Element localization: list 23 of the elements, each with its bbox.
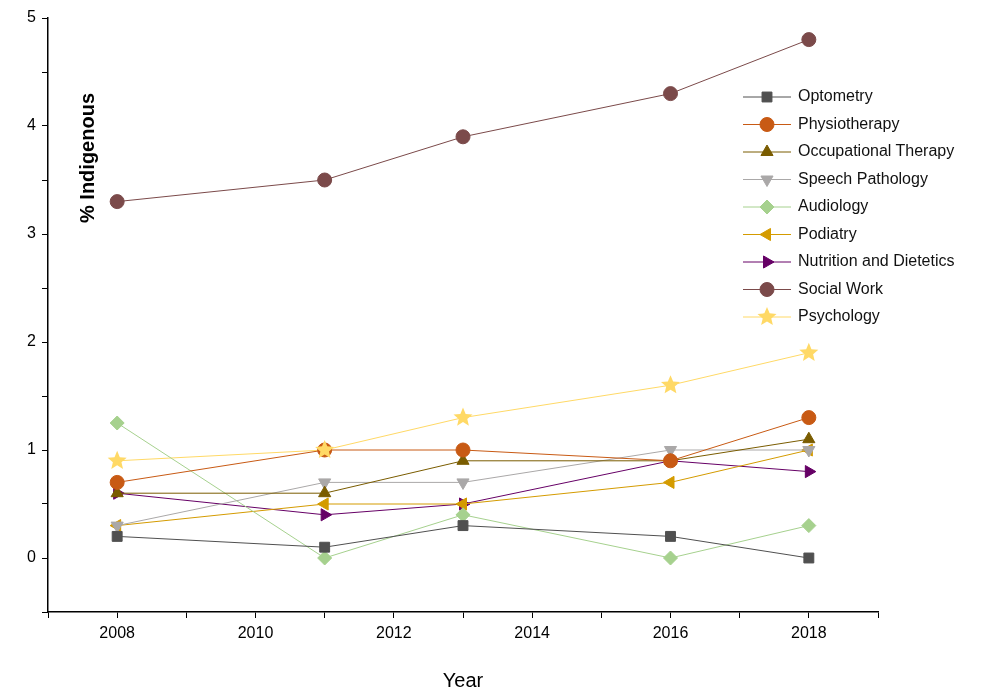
x-tick-label: 2012 bbox=[376, 624, 412, 642]
legend-label: Nutrition and Dietetics bbox=[798, 252, 955, 270]
y-tick-label: 3 bbox=[27, 224, 37, 242]
x-tick-label: 2014 bbox=[514, 624, 551, 642]
legend-label: Speech Pathology bbox=[798, 169, 928, 187]
legend-label: Social Work bbox=[798, 279, 885, 297]
y-tick-label: 2 bbox=[27, 332, 37, 350]
y-tick-label: 5 bbox=[27, 8, 37, 26]
legend-label: Psychology bbox=[798, 307, 880, 325]
y-axis-title: % Indigenous bbox=[75, 93, 98, 223]
x-axis-title: Year bbox=[442, 668, 484, 691]
x-tick-label: 2016 bbox=[652, 624, 689, 642]
x-tick-label: 2018 bbox=[791, 624, 827, 642]
legend-label: Physiotherapy bbox=[798, 114, 900, 132]
legend-label: Podiatry bbox=[798, 224, 857, 242]
x-tick-label: 2008 bbox=[99, 624, 136, 642]
x-tick-label: 2010 bbox=[237, 624, 274, 642]
y-tick-label: 0 bbox=[27, 548, 37, 566]
legend-label: Occupational Therapy bbox=[798, 142, 955, 160]
y-tick-label: 1 bbox=[27, 440, 37, 458]
legend-label: Optometry bbox=[798, 87, 873, 105]
legend-label: Audiology bbox=[798, 197, 869, 215]
y-tick-label: 4 bbox=[27, 116, 37, 134]
